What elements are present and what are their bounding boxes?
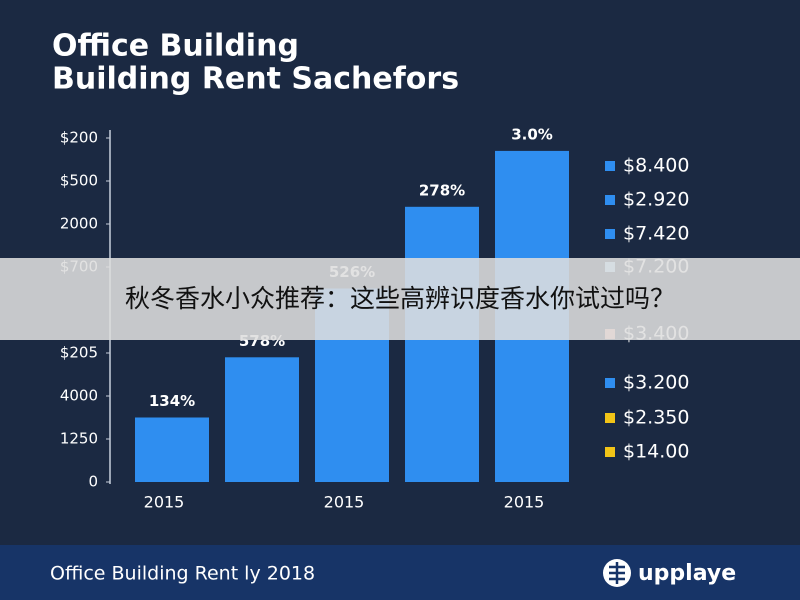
footer-text: Office Building Rent ly 2018 <box>50 563 315 585</box>
bar <box>135 417 209 482</box>
chart-title: Office Building <box>52 29 299 64</box>
overlay-banner: 秋冬香水小众推荐：这些高辨识度香水你试过吗？ <box>0 258 800 340</box>
footer-bar <box>0 545 800 600</box>
y-tick-label: 0 <box>88 473 98 491</box>
chart-title: Building Rent Sachefors <box>52 62 459 97</box>
bar <box>405 206 479 483</box>
y-tick-label: $500 <box>60 172 98 190</box>
y-tick-label: 1250 <box>60 430 98 448</box>
legend-swatch <box>605 229 615 239</box>
x-tick-label: 2015 <box>324 493 365 512</box>
x-tick-label: 2015 <box>144 493 185 512</box>
bar-annotation: 3.0% <box>511 125 553 143</box>
legend-swatch <box>605 161 615 171</box>
legend-label: $7.420 <box>623 223 689 245</box>
y-tick-label: $205 <box>60 344 98 362</box>
y-tick-label: 4000 <box>60 387 98 405</box>
legend-swatch <box>605 195 615 205</box>
bar-annotation: 134% <box>149 392 195 410</box>
logo-text: upplaye <box>638 561 736 586</box>
legend-swatch <box>605 378 615 388</box>
legend-label: $2.920 <box>623 189 689 211</box>
legend-label: $3.200 <box>623 372 689 394</box>
legend-swatch <box>605 447 615 457</box>
bar <box>225 357 299 482</box>
bar-annotation: 278% <box>419 181 465 199</box>
legend-swatch <box>605 413 615 423</box>
x-tick-label: 2015 <box>504 493 545 512</box>
legend-label: $14.00 <box>623 441 689 463</box>
y-tick-label: 2000 <box>60 215 98 233</box>
y-tick-label: $200 <box>60 129 98 147</box>
legend-label: $2.350 <box>623 407 689 429</box>
logo-glyph <box>609 562 625 584</box>
legend-label: $8.400 <box>623 155 689 177</box>
